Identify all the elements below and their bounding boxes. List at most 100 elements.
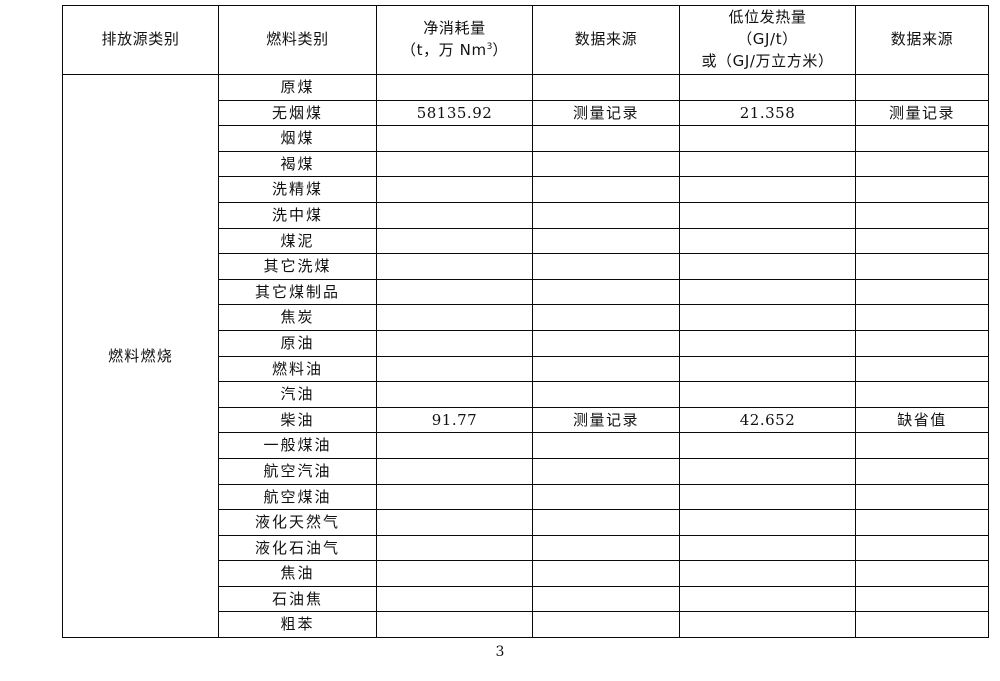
consumption-source-cell: [532, 611, 680, 639]
consumption-source-cell: [532, 304, 680, 331]
table-row: 汽油: [63, 381, 989, 408]
net-consumption-cell: [376, 355, 533, 383]
fuel-category-cell: 一般煤油: [218, 432, 377, 459]
consumption-source-cell: [532, 329, 680, 357]
heating-value-cell: [679, 329, 856, 357]
consumption-source-cell: [532, 355, 680, 383]
net-consumption-cell: [376, 483, 533, 511]
table-row: 燃料燃烧 原煤: [62, 73, 989, 639]
net-consumption-cell: [376, 611, 533, 639]
consumption-source-cell: [532, 125, 680, 152]
header-line-unit: （t，万 Nm3）: [400, 41, 509, 59]
heating-source-cell: [855, 125, 989, 152]
net-consumption-cell: [376, 74, 533, 101]
table-header: 排放源类别 燃料类别 净消耗量 （t，万 Nm3） 数据来源 低位发热量 （GJ: [62, 5, 989, 75]
heating-value-cell: [679, 176, 856, 203]
fuel-category-cell: 焦炭: [218, 304, 377, 331]
fuel-category-cell: 其它煤制品: [218, 278, 377, 306]
table-row: 煤泥: [63, 227, 989, 255]
heating-value-cell: [679, 125, 856, 152]
net-consumption-cell: [376, 329, 533, 357]
consumption-source-cell: [532, 483, 680, 511]
net-consumption-cell: [376, 534, 533, 562]
heating-source-cell: [855, 74, 989, 101]
consumption-source-cell: 测量记录: [532, 99, 680, 127]
fuel-category-cell: 其它洗煤: [218, 253, 377, 280]
heating-source-cell: [855, 304, 989, 331]
header-line: 数据来源: [890, 30, 954, 49]
heating-source-cell: [855, 201, 989, 229]
header-fuel-category: 燃料类别: [218, 5, 377, 75]
fuel-category-cell: 原油: [218, 329, 377, 357]
heating-source-cell: [855, 253, 989, 280]
header-line-unit-alt: 或（GJ/万立方米）: [701, 51, 834, 70]
fuel-category-cell: 柴油: [218, 406, 377, 434]
heating-source-cell: [855, 483, 989, 511]
header-line-unit: （GJ/t）: [737, 30, 798, 49]
consumption-source-cell: [532, 560, 680, 587]
fuel-category-cell: 石油焦: [218, 585, 377, 613]
net-consumption-cell: [376, 585, 533, 613]
heating-source-cell: 缺省值: [855, 406, 989, 434]
header-lower-heating-value: 低位发热量 （GJ/t） 或（GJ/万立方米）: [679, 5, 856, 75]
fuel-category-cell: 洗精煤: [218, 176, 377, 203]
net-consumption-cell: [376, 560, 533, 587]
consumption-source-cell: [532, 432, 680, 459]
net-consumption-cell: [376, 381, 533, 408]
table-row: 无烟煤 58135.92 测量记录 21.358 测量记录: [63, 99, 989, 127]
fuel-category-cell: 煤泥: [218, 227, 377, 255]
heating-source-cell: [855, 611, 989, 639]
emission-data-table: 排放源类别 燃料类别 净消耗量 （t，万 Nm3） 数据来源 低位发热量 （GJ: [62, 5, 989, 639]
fuel-category-cell: 原煤: [218, 74, 377, 101]
table-row: 原油: [63, 329, 989, 357]
net-consumption-cell: [376, 509, 533, 536]
heating-value-cell: [679, 278, 856, 306]
heating-value-cell: [679, 611, 856, 639]
heating-value-cell: [679, 355, 856, 383]
table-row: 液化天然气: [63, 509, 989, 536]
header-line: 排放源类别: [101, 30, 180, 49]
fuel-category-cell: 焦油: [218, 560, 377, 587]
table-row: 洗中煤: [63, 201, 989, 229]
header-line: 低位发热量: [728, 8, 807, 27]
fuel-category-cell: 无烟煤: [218, 99, 377, 127]
consumption-source-cell: [532, 253, 680, 280]
heating-source-cell: [855, 329, 989, 357]
heating-value-cell: [679, 483, 856, 511]
fuel-category-cell: 航空汽油: [218, 457, 377, 485]
emission-table-container: 排放源类别 燃料类别 净消耗量 （t，万 Nm3） 数据来源 低位发热量 （GJ: [62, 5, 989, 639]
table-body: 燃料燃烧 原煤 无烟煤 58135.92 测量记录 21.358 测量记录 烟煤 褐煤 洗精煤 洗中…: [62, 73, 989, 639]
heating-value-cell: [679, 304, 856, 331]
table-row: 其它洗煤: [63, 253, 989, 280]
heating-source-cell: [855, 534, 989, 562]
fuel-category-cell: 洗中煤: [218, 201, 377, 229]
heating-source-cell: [855, 585, 989, 613]
heating-source-cell: [855, 381, 989, 408]
consumption-source-cell: [532, 457, 680, 485]
page-number: 3: [495, 644, 505, 660]
heating-value-cell: [679, 253, 856, 280]
superscript-3: 3: [486, 42, 493, 52]
header-heating-data-source: 数据来源: [855, 5, 989, 75]
net-consumption-cell: [376, 150, 533, 178]
heating-source-cell: [855, 355, 989, 383]
heating-value-cell: [679, 201, 856, 229]
fuel-category-cell: 液化天然气: [218, 509, 377, 536]
heating-source-cell: 测量记录: [855, 99, 989, 127]
net-consumption-cell: [376, 125, 533, 152]
header-emission-source-category: 排放源类别: [62, 5, 219, 75]
heating-value-cell: [679, 227, 856, 255]
consumption-source-cell: [532, 381, 680, 408]
consumption-source-cell: [532, 227, 680, 255]
net-consumption-cell: [376, 201, 533, 229]
heating-source-cell: [855, 176, 989, 203]
fuel-category-cell: 烟煤: [218, 125, 377, 152]
net-consumption-cell: 91.77: [376, 406, 533, 434]
table-row: 航空汽油: [63, 457, 989, 485]
emission-source-category-cell: 燃料燃烧: [62, 73, 219, 639]
heating-value-cell: 42.652: [679, 406, 856, 434]
table-row: 烟煤: [63, 125, 989, 152]
consumption-source-cell: [532, 534, 680, 562]
heating-source-cell: [855, 432, 989, 459]
